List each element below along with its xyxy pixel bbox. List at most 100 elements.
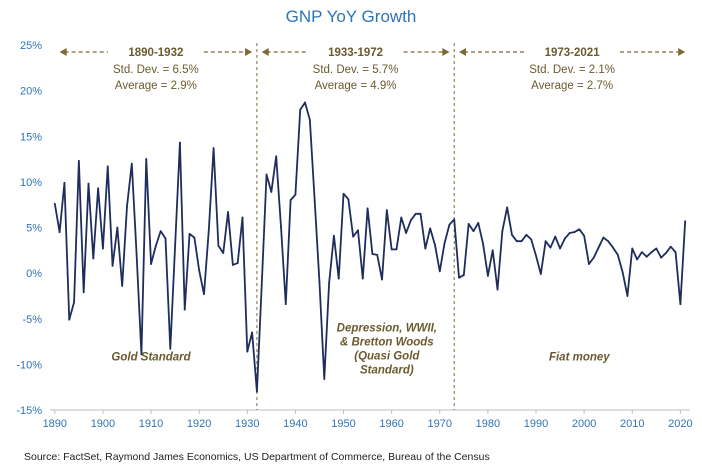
data-point (140, 353, 143, 356)
data-point (410, 219, 412, 222)
data-point (674, 251, 677, 254)
data-point (429, 227, 432, 230)
data-point (554, 235, 557, 238)
data-point (434, 243, 436, 246)
data-point (265, 173, 268, 176)
regime-annotations: Gold Standard Depression, WWII, & Bretton … (111, 323, 610, 377)
data-point (640, 251, 643, 254)
data-point (544, 240, 547, 243)
regime-label-line: Gold Standard (111, 352, 191, 364)
data-point (438, 270, 441, 273)
data-point (376, 253, 379, 256)
y-tick-label: -15% (16, 405, 42, 417)
data-point (501, 230, 504, 233)
x-tick-label: 1910 (139, 418, 163, 430)
data-point (525, 233, 528, 236)
data-point (515, 240, 518, 243)
data-point (169, 347, 172, 350)
regime-label-line: Depression, WWII, (337, 323, 437, 335)
x-tick-label: 1930 (235, 418, 259, 430)
x-tick-label: 2020 (668, 418, 692, 430)
regime-label-line: (Quasi Gold (354, 351, 420, 363)
data-point (371, 253, 374, 255)
data-point (462, 274, 465, 276)
era-std-dev: Std. Dev. = 5.7% (313, 64, 399, 76)
data-point (77, 159, 80, 162)
data-point (241, 216, 244, 219)
data-point (87, 182, 90, 185)
era-average: Average = 4.9% (315, 80, 397, 92)
data-point (145, 158, 148, 160)
data-point (496, 288, 499, 291)
data-point (612, 246, 614, 249)
data-point (102, 247, 104, 250)
data-point (53, 202, 56, 205)
x-tick-label: 1980 (476, 418, 500, 430)
data-point (333, 234, 335, 237)
regime-label-line: Fiat money (549, 352, 610, 364)
data-point (385, 209, 388, 212)
series-layer (53, 101, 687, 393)
data-point (159, 230, 162, 233)
data-point (592, 256, 595, 259)
era-arrow-head-right (442, 48, 450, 56)
data-point (130, 162, 133, 165)
data-point (308, 118, 311, 121)
data-point (669, 245, 672, 248)
data-point (616, 253, 619, 256)
data-point (366, 207, 369, 210)
x-tick-label: 1950 (331, 418, 355, 430)
data-point (400, 216, 403, 219)
x-tick-label: 2010 (620, 418, 644, 430)
data-point (578, 228, 581, 231)
era-arrow-head-left (459, 48, 467, 56)
x-tick-label: 1960 (379, 418, 403, 430)
data-point (135, 253, 138, 256)
data-point (58, 231, 61, 233)
regime-label: Gold Standard (111, 352, 191, 364)
data-point (164, 237, 167, 240)
x-tick-label: 1920 (187, 418, 211, 430)
data-point (68, 318, 71, 321)
data-point (655, 247, 658, 250)
y-tick-label: 0% (26, 268, 42, 280)
data-point (549, 246, 552, 249)
data-point (183, 308, 186, 311)
data-point (251, 331, 254, 334)
y-tick-label: -10% (16, 359, 42, 371)
data-point (188, 232, 191, 235)
data-point (198, 269, 201, 272)
data-point (684, 220, 687, 223)
data-point (650, 251, 653, 254)
data-point (631, 247, 634, 250)
era-range-label: 1890-1932 (128, 47, 183, 59)
data-point (573, 231, 576, 233)
y-tick-label: 15% (20, 131, 42, 143)
data-point (212, 147, 215, 150)
data-point (477, 222, 480, 224)
x-tick-label: 2000 (572, 418, 596, 430)
data-point (645, 255, 648, 258)
data-point (63, 181, 66, 184)
source-note: Source: FactSet, Raymond James Economics… (24, 451, 490, 463)
y-tick-label: 25% (20, 40, 42, 52)
data-point (73, 301, 75, 304)
data-point (222, 252, 225, 254)
y-tick-label: -5% (22, 314, 42, 326)
data-point (154, 244, 157, 247)
era-annotations: 1890-1932 Std. Dev. = 6.5% Average = 2.9% 1… (59, 47, 686, 92)
data-point (506, 206, 509, 209)
data-point (597, 246, 600, 249)
y-axis: -15% -10% -5% 0% 5% 10% 15% 20% 25% (16, 40, 42, 417)
data-point (419, 212, 422, 215)
series-line (53, 101, 687, 393)
x-tick-label: 1990 (524, 418, 548, 430)
data-point (626, 295, 629, 297)
era-average: Average = 2.7% (531, 80, 613, 92)
data-point (150, 263, 152, 265)
data-point (602, 236, 605, 239)
data-point (357, 229, 359, 232)
data-point (217, 244, 220, 247)
data-point (304, 101, 306, 104)
